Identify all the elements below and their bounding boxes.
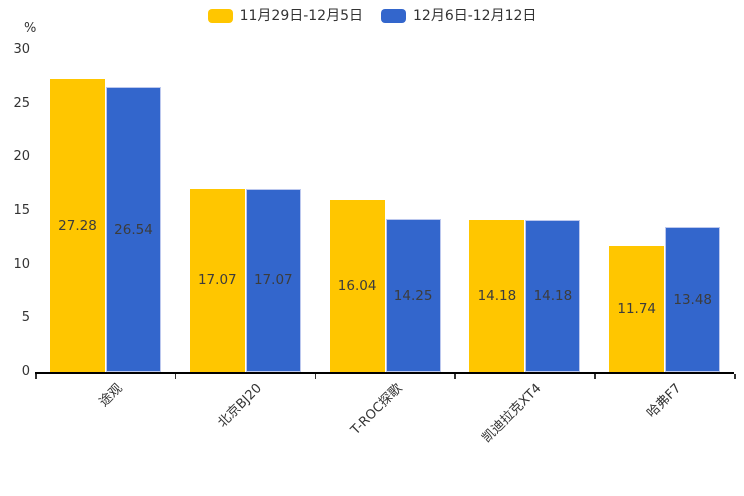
- x-category-label-T-ROC探歌: T-ROC探歌: [347, 381, 406, 439]
- bar-value-label: 27.28: [58, 217, 97, 234]
- legend-label-week1: 11月29日-12月5日: [239, 8, 363, 24]
- bar-途观-series2: 26.54: [106, 87, 161, 372]
- legend-swatch-week1: [207, 9, 233, 23]
- y-tick-label-30: 30: [13, 42, 30, 57]
- legend-label-week2: 12月6日-12月12日: [413, 8, 537, 24]
- bar-value-label: 14.18: [533, 287, 573, 304]
- bar-value-label: 17.07: [253, 272, 293, 289]
- bar-途观-series1: 27.28: [50, 79, 105, 372]
- bar-北京BJ20-series2: 17.07: [245, 188, 301, 372]
- bar-北京BJ20-series1: 17.07: [189, 188, 245, 372]
- x-category-label-凯迪拉克XT4: 凯迪拉克XT4: [479, 381, 545, 446]
- bar-value-label: 26.54: [114, 221, 153, 238]
- bar-T-ROC探歌-series2: 14.25: [385, 219, 441, 372]
- bar-哈弗F7-series1: 11.74: [609, 245, 665, 372]
- y-tick-label-5: 5: [21, 310, 30, 326]
- bar-凯迪拉克XT4-series1: 14.18: [469, 219, 525, 372]
- bar-哈弗F7-series2: 13.48: [665, 227, 721, 372]
- legend-item-week2[interactable]: 12月6日-12月12日: [381, 7, 536, 25]
- x-axis-tick: [35, 374, 37, 379]
- x-axis-tick: [314, 374, 317, 379]
- x-axis-line: [35, 372, 734, 374]
- y-tick-label-20: 20: [13, 149, 30, 165]
- bar-value-label: 14.18: [477, 287, 517, 304]
- x-axis-tick: [454, 374, 456, 379]
- bar-value-label: 14.25: [393, 287, 433, 304]
- y-tick-label-15: 15: [13, 203, 30, 218]
- bar-凯迪拉克XT4-series2: 14.18: [525, 219, 581, 372]
- x-category-label-北京BJ20: 北京BJ20: [215, 381, 266, 431]
- x-axis-tick: [594, 374, 596, 379]
- x-category-label-途观: 途观: [96, 381, 126, 411]
- bar-T-ROC探歌-series1: 16.04: [329, 199, 385, 372]
- legend-swatch-week2: [381, 9, 406, 23]
- x-axis-tick: [174, 374, 177, 379]
- legend-item-week1[interactable]: 11月29日-12月5日: [207, 7, 363, 25]
- bar-value-label: 16.04: [337, 277, 377, 294]
- bar-value-label: 17.07: [197, 272, 237, 289]
- y-tick-label-10: 10: [13, 256, 30, 272]
- y-tick-label-25: 25: [13, 95, 30, 111]
- x-category-label-哈弗F7: 哈弗F7: [644, 381, 685, 422]
- y-tick-label-0: 0: [21, 364, 30, 379]
- x-axis-tick: [734, 374, 736, 379]
- chart-legend: 11月29日-12月5日 12月6日-12月12日: [0, 7, 744, 25]
- bar-value-label: 13.48: [673, 291, 713, 308]
- y-axis-unit-label: %: [24, 21, 37, 36]
- bar-value-label: 11.74: [617, 300, 657, 317]
